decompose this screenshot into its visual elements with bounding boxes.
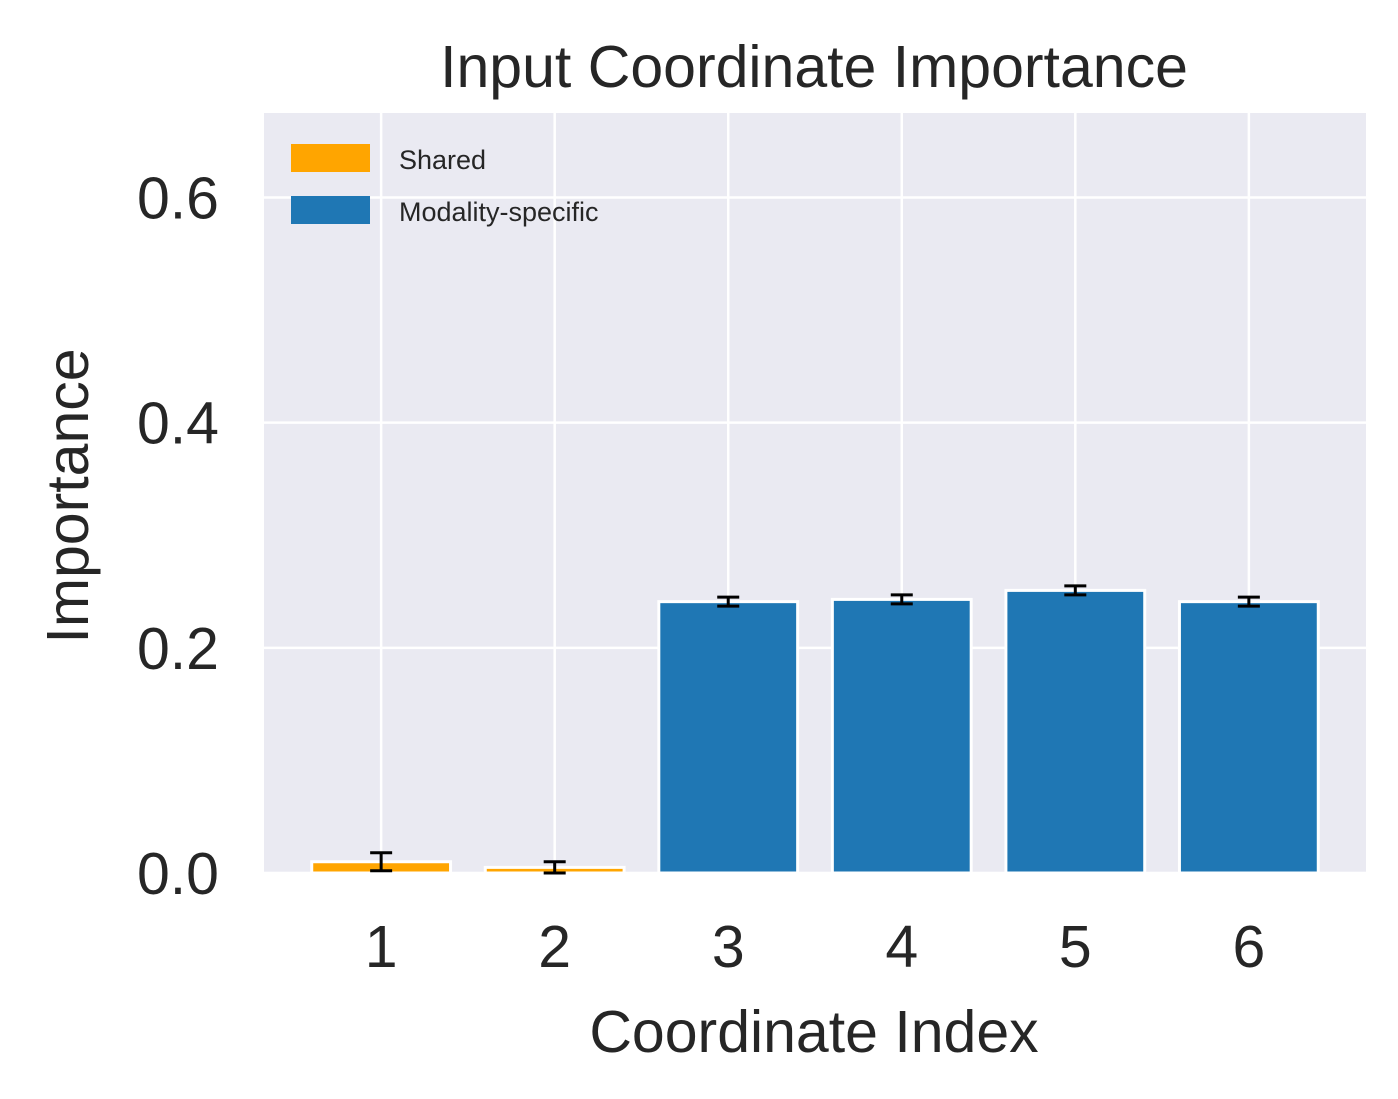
x-tick-label: 2: [538, 914, 571, 980]
error-bar-5: [1064, 584, 1087, 597]
y-tick-label: 0.4: [137, 391, 219, 457]
bar-6: [1177, 600, 1320, 875]
error-bar-4: [890, 593, 913, 606]
x-tick-label: 5: [1059, 914, 1092, 980]
error-bars: [370, 584, 1260, 875]
legend-swatch-shared: [291, 144, 370, 172]
y-axis-label: Importance: [35, 348, 101, 643]
legend-swatch-modality-specific: [291, 196, 370, 224]
legend: Shared Modality-specific: [291, 144, 599, 227]
bars: [310, 588, 1320, 875]
bar-3: [657, 600, 800, 875]
y-tick-label: 0.0: [137, 841, 219, 907]
y-tick-label: 0.2: [137, 616, 219, 682]
x-tick-label: 3: [712, 914, 745, 980]
tick-labels: 1 2 3 4 5 6 0.0 0.2 0.4 0.6: [137, 165, 1265, 980]
x-tick-label: 4: [885, 914, 918, 980]
error-bar-2: [543, 860, 566, 875]
x-tick-label: 6: [1232, 914, 1265, 980]
legend-label-shared: Shared: [399, 145, 486, 175]
error-bar-1: [370, 851, 393, 873]
x-axis-label: Coordinate Index: [589, 999, 1038, 1065]
chart-title: Input Coordinate Importance: [440, 34, 1188, 100]
error-bar-3: [717, 595, 740, 608]
y-tick-label: 0.6: [137, 165, 219, 231]
bar-5: [1004, 588, 1147, 875]
legend-label-modality-specific: Modality-specific: [399, 197, 599, 227]
error-bar-6: [1237, 595, 1260, 608]
bar-4: [830, 597, 973, 875]
x-tick-label: 1: [365, 914, 398, 980]
